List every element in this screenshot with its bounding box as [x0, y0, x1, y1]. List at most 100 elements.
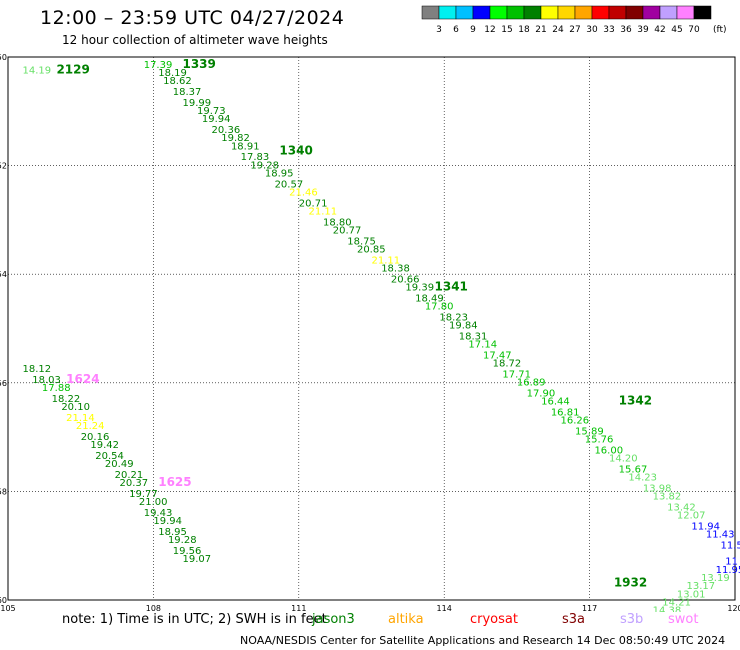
wave-height-value: 18.37: [173, 87, 202, 98]
wave-height-value: 18.22: [52, 394, 81, 405]
y-tick-label: -52: [0, 162, 7, 171]
wave-height-value: 20.77: [333, 225, 362, 236]
color-scale-tick: 36: [620, 25, 632, 35]
color-swatch: [693, 5, 712, 20]
wave-height-value: 18.80: [323, 217, 352, 228]
wave-height-value: 17.90: [527, 388, 556, 399]
wave-height-value: 13.98: [643, 483, 672, 494]
chart-note: note: 1) Time is in UTC; 2) SWH is in fe…: [62, 612, 327, 627]
wave-height-value: 21.14: [66, 413, 95, 424]
wave-height-value: 17.88: [42, 383, 71, 394]
wave-height-value: 19.82: [221, 133, 250, 144]
satellite-legend-s3a: s3a: [562, 612, 586, 627]
satellite-legend-swot: swot: [668, 612, 699, 627]
wave-height-value: 15.67: [619, 464, 648, 475]
wave-height-value: 18.75: [347, 236, 376, 247]
chart-subtitle: 12 hour collection of altimeter wave hei…: [62, 33, 328, 47]
x-tick-label: 111: [291, 604, 306, 612]
wave-height-value: 16.00: [594, 445, 623, 456]
wave-height-value: 18.49: [415, 293, 444, 304]
pass-time-label: 1341: [435, 279, 468, 293]
wave-height-value: 13.01: [677, 589, 706, 600]
wave-height-value: 19.73: [197, 106, 226, 117]
wave-height-value: 14.20: [609, 454, 638, 465]
x-tick-label: 120: [727, 604, 740, 612]
wave-height-value: 20.57: [275, 179, 304, 190]
satellite-legend-cryosat: cryosat: [470, 612, 518, 627]
wave-height-value: 13.19: [701, 573, 730, 584]
wave-height-value: 19.84: [449, 321, 478, 332]
plot-frame: [7, 56, 736, 601]
y-tick-label: -56: [0, 379, 7, 388]
wave-height-value: 11.95: [716, 565, 740, 576]
wave-height-value: 18.12: [23, 364, 52, 375]
wave-height-value: 18.62: [163, 76, 192, 87]
wave-height-value: 21.00: [139, 497, 168, 508]
wave-height-value: 21.46: [289, 187, 318, 198]
pass-time-label: 1625: [158, 475, 191, 489]
wave-height-value: 19.28: [168, 535, 197, 546]
wave-height-value: 17.39: [144, 60, 173, 71]
wave-height-value: 19.07: [182, 554, 211, 565]
color-scale-tick: 27: [569, 25, 580, 35]
wave-height-value: 19.56: [173, 546, 202, 557]
wave-height-value: 16.26: [561, 416, 590, 427]
color-scale-tick: 42: [654, 25, 665, 35]
wave-height-value: 19.39: [405, 282, 434, 293]
wave-height-value: 16.81: [551, 407, 580, 418]
wave-height-value: 18.95: [158, 527, 187, 538]
color-scale-tick: 30: [586, 25, 598, 35]
wave-height-value: 17.14: [468, 340, 497, 351]
color-scale-legend: 3 6 9 12 15 18 21 24 27 30 33 36 39 42 45 70 (ft): [421, 5, 727, 35]
pass-time-label: 1339: [182, 57, 215, 71]
wave-height-value: 17.80: [425, 301, 454, 312]
wave-height-value: 14.19: [23, 65, 52, 76]
wave-height-value: 20.49: [105, 459, 134, 470]
wave-height-value: 18.72: [493, 359, 522, 370]
wave-height-value: 15.76: [585, 435, 614, 446]
color-scale-tick: 3: [436, 25, 442, 35]
y-tick-label: -54: [0, 270, 7, 279]
wave-height-value: 19.43: [144, 508, 173, 519]
wave-height-value: 19.77: [129, 489, 158, 500]
satellite-legend-s3b: s3b: [620, 612, 644, 627]
wave-height-value: 11: [725, 557, 738, 568]
wave-height-value: 17.83: [241, 152, 270, 163]
wave-height-value: 11.94: [691, 521, 720, 532]
wave-height-value: 18.95: [265, 168, 294, 179]
color-scale-tick: 70: [688, 25, 700, 35]
wave-height-value: 21.11: [308, 206, 337, 217]
wave-height-value: 19.94: [153, 516, 182, 527]
wave-height-value: 18.03: [32, 375, 61, 386]
wave-height-value: 12.07: [677, 511, 706, 522]
wave-height-value: 18.19: [158, 68, 187, 79]
x-tick-label: 114: [437, 604, 452, 612]
plot-area: 105 108 111 114 117 120 -50 -52 -54 -56 -58 -60 14.1…: [0, 53, 740, 612]
color-scale-tick: 39: [637, 25, 649, 35]
color-scale-tick: 18: [518, 25, 530, 35]
color-scale-tick: 12: [484, 25, 495, 35]
wave-height-value: 20.54: [95, 451, 124, 462]
wave-height-value: 13.17: [687, 581, 716, 592]
wave-height-value: 16.89: [517, 378, 546, 389]
pass-time-label: 1624: [66, 372, 99, 386]
wave-height-value: 13.82: [653, 492, 682, 503]
wave-height-value: 20.21: [115, 470, 144, 481]
wave-height-value: 16.44: [541, 397, 570, 408]
wave-height-value: 19.99: [182, 98, 211, 109]
pass-time-label: 1932: [614, 575, 647, 589]
color-scale-tick: 33: [603, 25, 614, 35]
wave-height-value: 17.47: [483, 350, 512, 361]
wave-height-value: 20.16: [81, 432, 110, 443]
wave-height-value: 20.10: [61, 402, 90, 413]
wave-height-value: 19.42: [90, 440, 119, 451]
x-tick-label: 108: [146, 604, 161, 612]
satellite-legend-altika: altika: [388, 612, 424, 627]
pass-time-label: 1342: [619, 394, 652, 408]
wave-height-value: 21.11: [372, 255, 401, 266]
color-scale-tick: 9: [470, 25, 476, 35]
wave-height-value: 17.71: [502, 369, 531, 380]
wave-height-value: 20.36: [212, 125, 241, 136]
wave-height-value: 18.31: [459, 331, 488, 342]
